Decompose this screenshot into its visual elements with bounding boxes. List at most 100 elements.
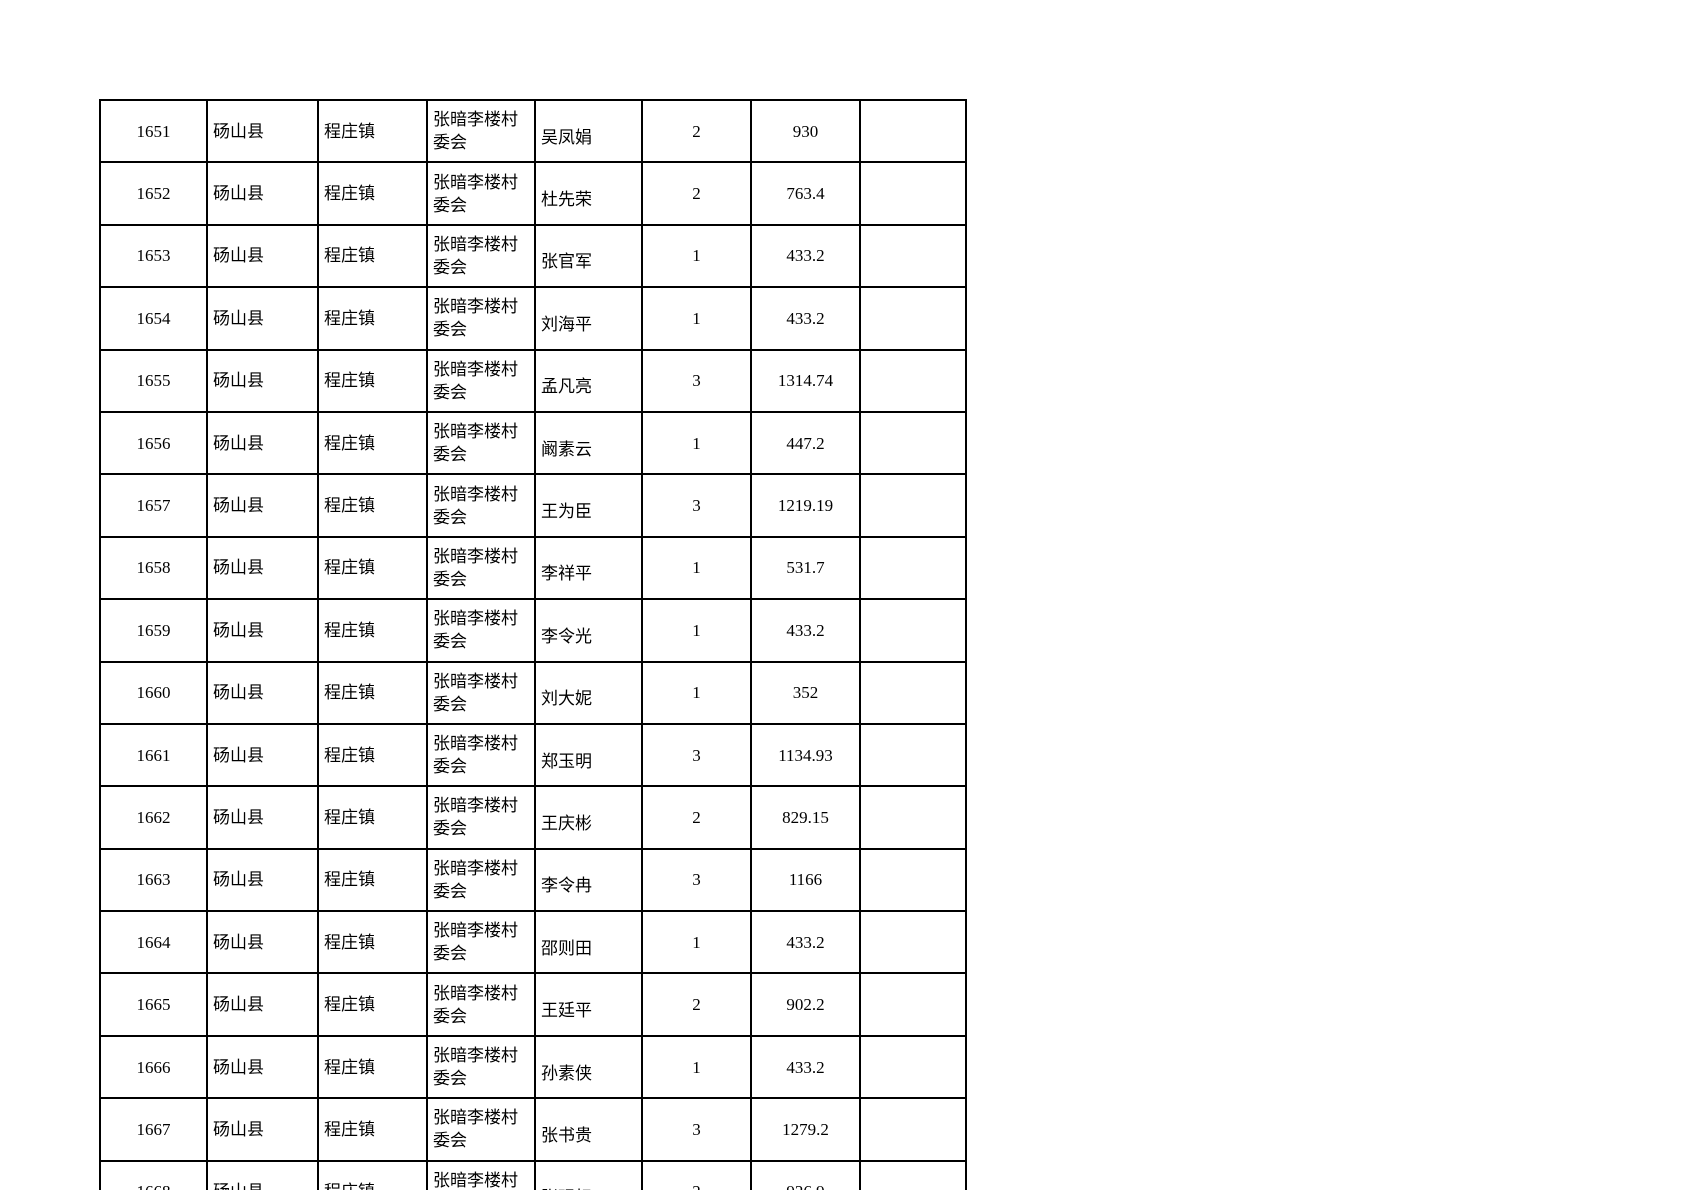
cell-count: 1 [641,1034,752,1100]
cell-town: 程庄镇 [317,286,428,351]
cell-note [859,348,967,413]
cell-note [859,410,967,476]
table-row: 1654 砀山县 程庄镇 张暗李楼村委会 刘海平 1 433.2 [99,286,967,351]
cell-town: 程庄镇 [317,98,428,164]
cell-count: 2 [641,98,752,164]
cell-name: 孟凡亮 [534,348,643,413]
cell-count: 1 [641,535,752,601]
cell-county: 砀山县 [206,910,319,975]
cell-name: 王为臣 [534,473,643,538]
cell-county: 砀山县 [206,598,319,663]
cell-village: 张暗李楼村委会 [426,660,536,725]
cell-name: 郑玉明 [534,722,643,788]
cell-count: 3 [641,847,752,913]
cell-index: 1663 [99,847,208,913]
cell-county: 砀山县 [206,286,319,351]
cell-name: 王庆彬 [534,785,643,850]
cell-town: 程庄镇 [317,972,428,1037]
cell-name: 李令冉 [534,847,643,913]
cell-count: 3 [641,722,752,788]
cell-amount: 433.2 [750,910,861,975]
cell-village: 张暗李楼村委会 [426,1159,536,1190]
cell-name: 刘大妮 [534,660,643,725]
cell-town: 程庄镇 [317,1159,428,1190]
cell-index: 1668 [99,1159,208,1190]
cell-village: 张暗李楼村委会 [426,910,536,975]
cell-count: 2 [641,161,752,226]
cell-amount: 531.7 [750,535,861,601]
table-body: 1651 砀山县 程庄镇 张暗李楼村委会 吴凤娟 2 930 1652 砀山县 … [99,98,967,1190]
cell-name: 李祥平 [534,535,643,601]
table-row: 1660 砀山县 程庄镇 张暗李楼村委会 刘大妮 1 352 [99,660,967,725]
cell-note [859,1034,967,1100]
cell-note [859,1159,967,1190]
cell-count: 1 [641,223,752,289]
cell-county: 砀山县 [206,161,319,226]
cell-name: 张官军 [534,223,643,289]
cell-county: 砀山县 [206,535,319,601]
cell-index: 1658 [99,535,208,601]
table-row: 1663 砀山县 程庄镇 张暗李楼村委会 李令冉 3 1166 [99,847,967,913]
cell-name: 杜先荣 [534,161,643,226]
cell-index: 1653 [99,223,208,289]
cell-county: 砀山县 [206,1097,319,1162]
cell-note [859,535,967,601]
cell-town: 程庄镇 [317,598,428,663]
cell-county: 砀山县 [206,1034,319,1100]
cell-note [859,722,967,788]
cell-count: 1 [641,286,752,351]
cell-count: 1 [641,910,752,975]
cell-index: 1662 [99,785,208,850]
cell-county: 砀山县 [206,98,319,164]
cell-county: 砀山县 [206,410,319,476]
cell-note [859,473,967,538]
cell-count: 2 [641,1159,752,1190]
cell-index: 1652 [99,161,208,226]
cell-amount: 930 [750,98,861,164]
cell-index: 1659 [99,598,208,663]
cell-index: 1664 [99,910,208,975]
cell-village: 张暗李楼村委会 [426,473,536,538]
cell-amount: 1279.2 [750,1097,861,1162]
cell-town: 程庄镇 [317,535,428,601]
cell-note [859,847,967,913]
cell-village: 张暗李楼村委会 [426,98,536,164]
table-row: 1657 砀山县 程庄镇 张暗李楼村委会 王为臣 3 1219.19 [99,473,967,538]
table-row: 1658 砀山县 程庄镇 张暗李楼村委会 李祥平 1 531.7 [99,535,967,601]
cell-amount: 352 [750,660,861,725]
cell-town: 程庄镇 [317,473,428,538]
cell-amount: 1166 [750,847,861,913]
table-row: 1661 砀山县 程庄镇 张暗李楼村委会 郑玉明 3 1134.93 [99,722,967,788]
table-row: 1664 砀山县 程庄镇 张暗李楼村委会 邵则田 1 433.2 [99,910,967,975]
cell-note [859,785,967,850]
cell-town: 程庄镇 [317,1097,428,1162]
cell-name: 张书贵 [534,1097,643,1162]
cell-note [859,1097,967,1162]
cell-county: 砀山县 [206,847,319,913]
cell-county: 砀山县 [206,223,319,289]
cell-count: 1 [641,410,752,476]
table-row: 1662 砀山县 程庄镇 张暗李楼村委会 王庆彬 2 829.15 [99,785,967,850]
table-row: 1667 砀山县 程庄镇 张暗李楼村委会 张书贵 3 1279.2 [99,1097,967,1162]
cell-town: 程庄镇 [317,223,428,289]
cell-name: 张观标 [534,1159,643,1190]
cell-count: 3 [641,348,752,413]
cell-index: 1666 [99,1034,208,1100]
cell-town: 程庄镇 [317,847,428,913]
cell-index: 1654 [99,286,208,351]
cell-name: 孙素侠 [534,1034,643,1100]
cell-count: 1 [641,660,752,725]
cell-village: 张暗李楼村委会 [426,1097,536,1162]
cell-village: 张暗李楼村委会 [426,847,536,913]
cell-amount: 433.2 [750,286,861,351]
table-row: 1668 砀山县 程庄镇 张暗李楼村委会 张观标 2 926.9 [99,1159,967,1190]
cell-amount: 433.2 [750,1034,861,1100]
cell-village: 张暗李楼村委会 [426,410,536,476]
cell-amount: 447.2 [750,410,861,476]
cell-count: 2 [641,972,752,1037]
cell-name: 李令光 [534,598,643,663]
cell-village: 张暗李楼村委会 [426,1034,536,1100]
cell-index: 1665 [99,972,208,1037]
table-row: 1665 砀山县 程庄镇 张暗李楼村委会 王廷平 2 902.2 [99,972,967,1037]
cell-note [859,286,967,351]
